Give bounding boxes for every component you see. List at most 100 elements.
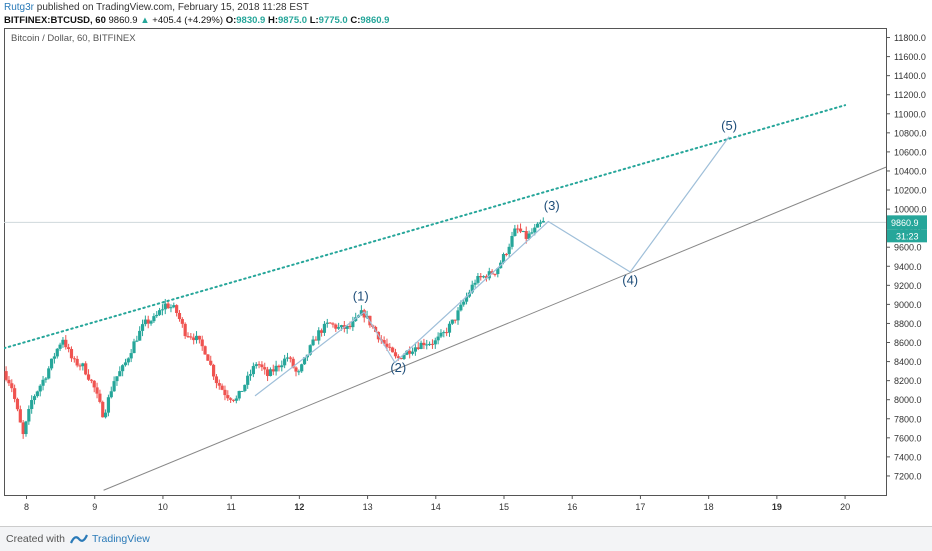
candle-up bbox=[41, 379, 45, 386]
x-tick-label: 16 bbox=[567, 502, 577, 512]
x-tick-label: 17 bbox=[635, 502, 645, 512]
candle-up bbox=[246, 375, 250, 385]
y-tick-label: 9600.0 bbox=[894, 243, 922, 253]
candle-down bbox=[373, 326, 378, 332]
candle-up bbox=[152, 316, 156, 322]
candle-up bbox=[345, 325, 349, 329]
candle-down bbox=[67, 347, 71, 350]
y-tick-label: 7200.0 bbox=[894, 471, 922, 481]
candle-up bbox=[439, 332, 443, 337]
candle-down bbox=[516, 228, 520, 230]
candle-up bbox=[427, 343, 432, 345]
chart-svg[interactable]: Bitcoin / Dollar, 60, BITFINEX (1) (2) (3)… bbox=[4, 28, 928, 525]
last-price: 9860.9 bbox=[108, 15, 138, 26]
low-label: L: bbox=[309, 15, 319, 26]
candle-down bbox=[518, 228, 523, 232]
candle-down bbox=[331, 323, 335, 325]
candle-up bbox=[521, 231, 525, 233]
candle-down bbox=[388, 346, 392, 348]
candle-up bbox=[30, 400, 34, 410]
candle-down bbox=[396, 356, 400, 359]
candle-up bbox=[24, 421, 28, 435]
candle-down bbox=[69, 349, 74, 359]
candle-down bbox=[362, 310, 366, 318]
candle-up bbox=[533, 227, 537, 233]
close-label: C: bbox=[350, 15, 361, 26]
candle-down bbox=[479, 276, 483, 278]
candle-down bbox=[89, 379, 93, 381]
y-tick-label: 7800.0 bbox=[894, 414, 922, 424]
candle-up bbox=[473, 282, 477, 285]
candle-down bbox=[445, 332, 449, 334]
candle-down bbox=[334, 324, 338, 329]
x-tick-label: 19 bbox=[772, 502, 782, 512]
candle-down bbox=[15, 398, 20, 410]
x-tick-label: 9 bbox=[92, 502, 97, 512]
publish-line: Rutg3r published on TradingView.com, Feb… bbox=[4, 2, 904, 14]
candle-down bbox=[183, 323, 187, 337]
y-tick-label: 7400.0 bbox=[894, 452, 922, 462]
x-tick-label: 12 bbox=[294, 502, 304, 512]
wave-label: (1) bbox=[353, 289, 369, 304]
high-label: H: bbox=[267, 15, 278, 26]
candle-down bbox=[348, 325, 352, 328]
y-tick-label: 8600.0 bbox=[894, 338, 922, 348]
candle-up bbox=[160, 309, 165, 311]
candle-up bbox=[268, 369, 273, 377]
plot-border bbox=[4, 28, 887, 496]
candle-up bbox=[106, 397, 111, 413]
low-value: 9775.0 bbox=[318, 15, 348, 26]
candle-up bbox=[194, 335, 199, 341]
candle-up bbox=[248, 374, 253, 376]
y-tick-label: 8000.0 bbox=[894, 395, 922, 405]
candle-down bbox=[192, 337, 196, 341]
wave-label: (5) bbox=[721, 118, 737, 133]
close-value: 9860.9 bbox=[360, 15, 390, 26]
candle-up bbox=[47, 368, 51, 379]
candle-up bbox=[52, 356, 57, 359]
candle-down bbox=[189, 336, 193, 338]
candle-up bbox=[419, 342, 423, 349]
y-tick-label: 10600.0 bbox=[894, 147, 927, 157]
candle-down bbox=[146, 319, 150, 324]
tradingview-brand-link[interactable]: TradingView bbox=[92, 533, 150, 545]
candle-down bbox=[294, 367, 298, 372]
author-link[interactable]: Rutg3r bbox=[4, 2, 35, 13]
y-tick-label: 10400.0 bbox=[894, 166, 927, 176]
y-tick-label: 8800.0 bbox=[894, 319, 922, 329]
candle-up bbox=[410, 351, 415, 354]
candle-down bbox=[277, 365, 281, 368]
candle-down bbox=[257, 364, 261, 366]
y-tick-label: 10200.0 bbox=[894, 186, 927, 196]
chart-area[interactable]: Bitcoin / Dollar, 60, BITFINEX (1) (2) (3)… bbox=[4, 28, 928, 525]
candle-up bbox=[237, 391, 241, 399]
candle-up bbox=[339, 325, 344, 328]
candle-down bbox=[391, 347, 395, 353]
x-tick-label: 10 bbox=[158, 502, 168, 512]
candle-down bbox=[231, 399, 236, 401]
wave-label: (3) bbox=[544, 198, 560, 213]
candle-down bbox=[263, 367, 267, 370]
candle-up bbox=[447, 323, 452, 333]
candle-up bbox=[351, 320, 355, 328]
candle-up bbox=[513, 228, 517, 237]
candle-down bbox=[291, 358, 295, 368]
candle-down bbox=[175, 305, 179, 314]
candle-up bbox=[535, 223, 540, 228]
y-tick-label: 8400.0 bbox=[894, 357, 922, 367]
candle-down bbox=[209, 360, 213, 365]
candle-up bbox=[470, 284, 474, 293]
candle-up bbox=[254, 364, 258, 367]
y-tick-label: 9000.0 bbox=[894, 300, 922, 310]
countdown-tag bbox=[887, 229, 927, 243]
y-tick-label: 8200.0 bbox=[894, 376, 922, 386]
candle-up bbox=[109, 391, 113, 398]
candle-up bbox=[155, 314, 159, 317]
candle-up bbox=[359, 310, 363, 316]
candle-up bbox=[538, 222, 543, 224]
candle-up bbox=[169, 307, 173, 309]
candle-up bbox=[285, 357, 290, 359]
candle-up bbox=[61, 339, 65, 345]
x-tick-label: 11 bbox=[226, 502, 235, 512]
candle-down bbox=[203, 346, 207, 355]
